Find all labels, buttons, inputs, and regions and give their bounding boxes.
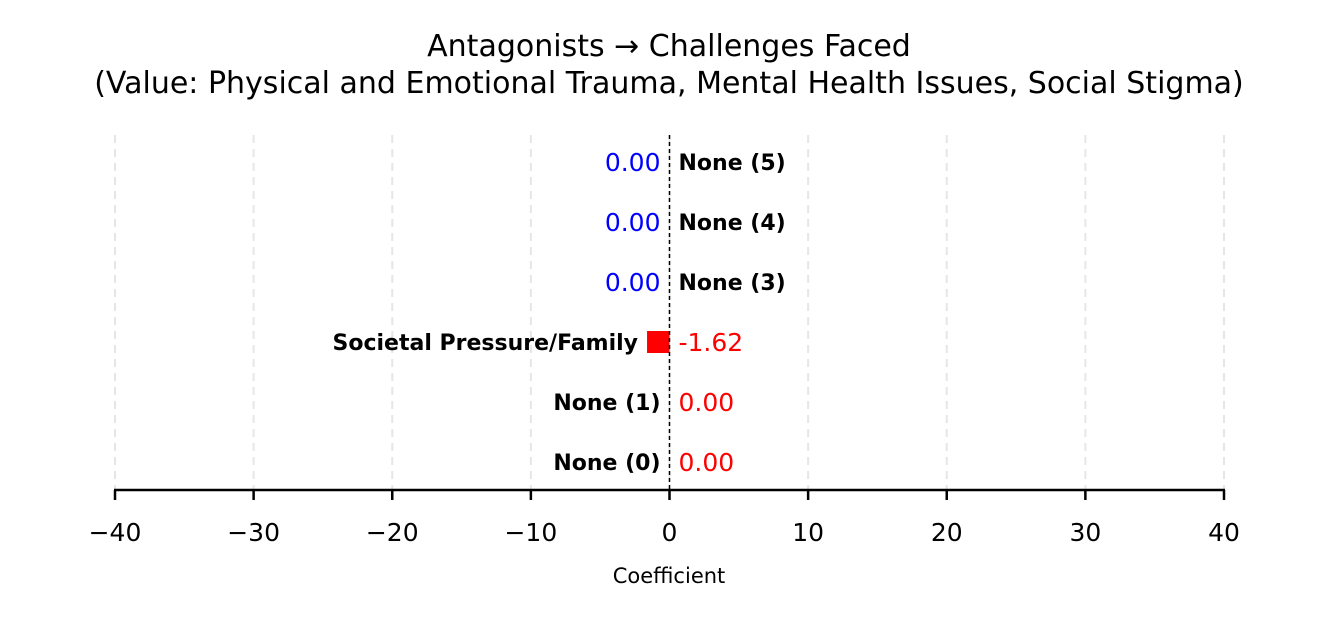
x-axis: −40 −30 −20 −10 0 10 20 30 40 (89, 488, 1240, 547)
x-tick-label: −40 (89, 518, 142, 547)
x-tick-label: 40 (1208, 518, 1240, 547)
x-tick-label: 30 (1069, 518, 1101, 547)
category-label: None (4) (679, 211, 786, 236)
value-label: 0.00 (605, 148, 661, 177)
x-tick-label: 10 (792, 518, 824, 547)
value-label: 0.00 (679, 388, 735, 417)
category-label: None (3) (679, 271, 786, 296)
value-label: -1.62 (679, 328, 744, 357)
labels-group: None (0) 0.00 None (1) 0.00 Societal Pressur… (333, 148, 786, 477)
bars-group (647, 331, 670, 353)
chart-title: Antagonists → Challenges Faced (427, 29, 911, 64)
category-label: Societal Pressure/Family (333, 331, 639, 356)
x-tick-label: −20 (366, 518, 419, 547)
category-label: None (5) (679, 151, 786, 176)
category-label: None (1) (553, 391, 660, 416)
value-label: 0.00 (679, 448, 735, 477)
value-label: 0.00 (605, 208, 661, 237)
bar (647, 331, 670, 353)
chart-subtitle: (Value: Physical and Emotional Trauma, M… (94, 66, 1244, 101)
category-label: None (0) (553, 451, 660, 476)
x-tick-label: 20 (931, 518, 963, 547)
x-tick-label: −10 (504, 518, 557, 547)
x-tick-label: −30 (227, 518, 280, 547)
x-axis-label: Coefficient (613, 564, 726, 588)
value-label: 0.00 (605, 268, 661, 297)
x-tick-label: 0 (662, 518, 678, 547)
